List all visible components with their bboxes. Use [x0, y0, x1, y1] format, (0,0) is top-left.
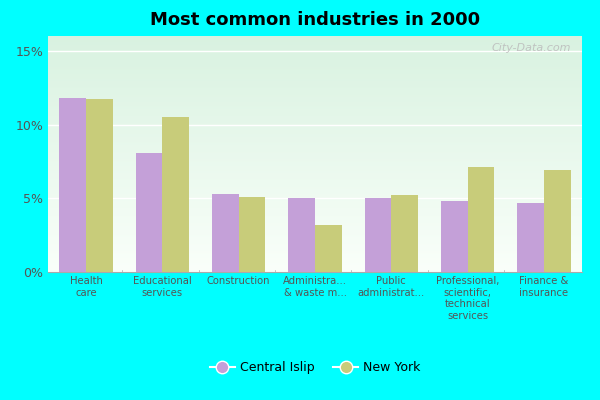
Title: Most common industries in 2000: Most common industries in 2000	[150, 11, 480, 29]
Bar	[289, 198, 315, 272]
Bar	[544, 170, 571, 272]
Bar	[163, 117, 189, 272]
Bar	[441, 201, 467, 272]
Bar	[239, 197, 265, 272]
Bar	[391, 195, 418, 272]
Bar	[315, 225, 342, 272]
Bar	[467, 167, 494, 272]
Bar	[365, 198, 391, 272]
Bar	[212, 194, 239, 272]
Bar	[136, 152, 163, 272]
Legend: Central Islip, New York: Central Islip, New York	[205, 356, 425, 379]
Bar	[86, 100, 113, 272]
Bar	[59, 98, 86, 272]
Bar	[517, 203, 544, 272]
Text: City-Data.com: City-Data.com	[492, 43, 571, 53]
